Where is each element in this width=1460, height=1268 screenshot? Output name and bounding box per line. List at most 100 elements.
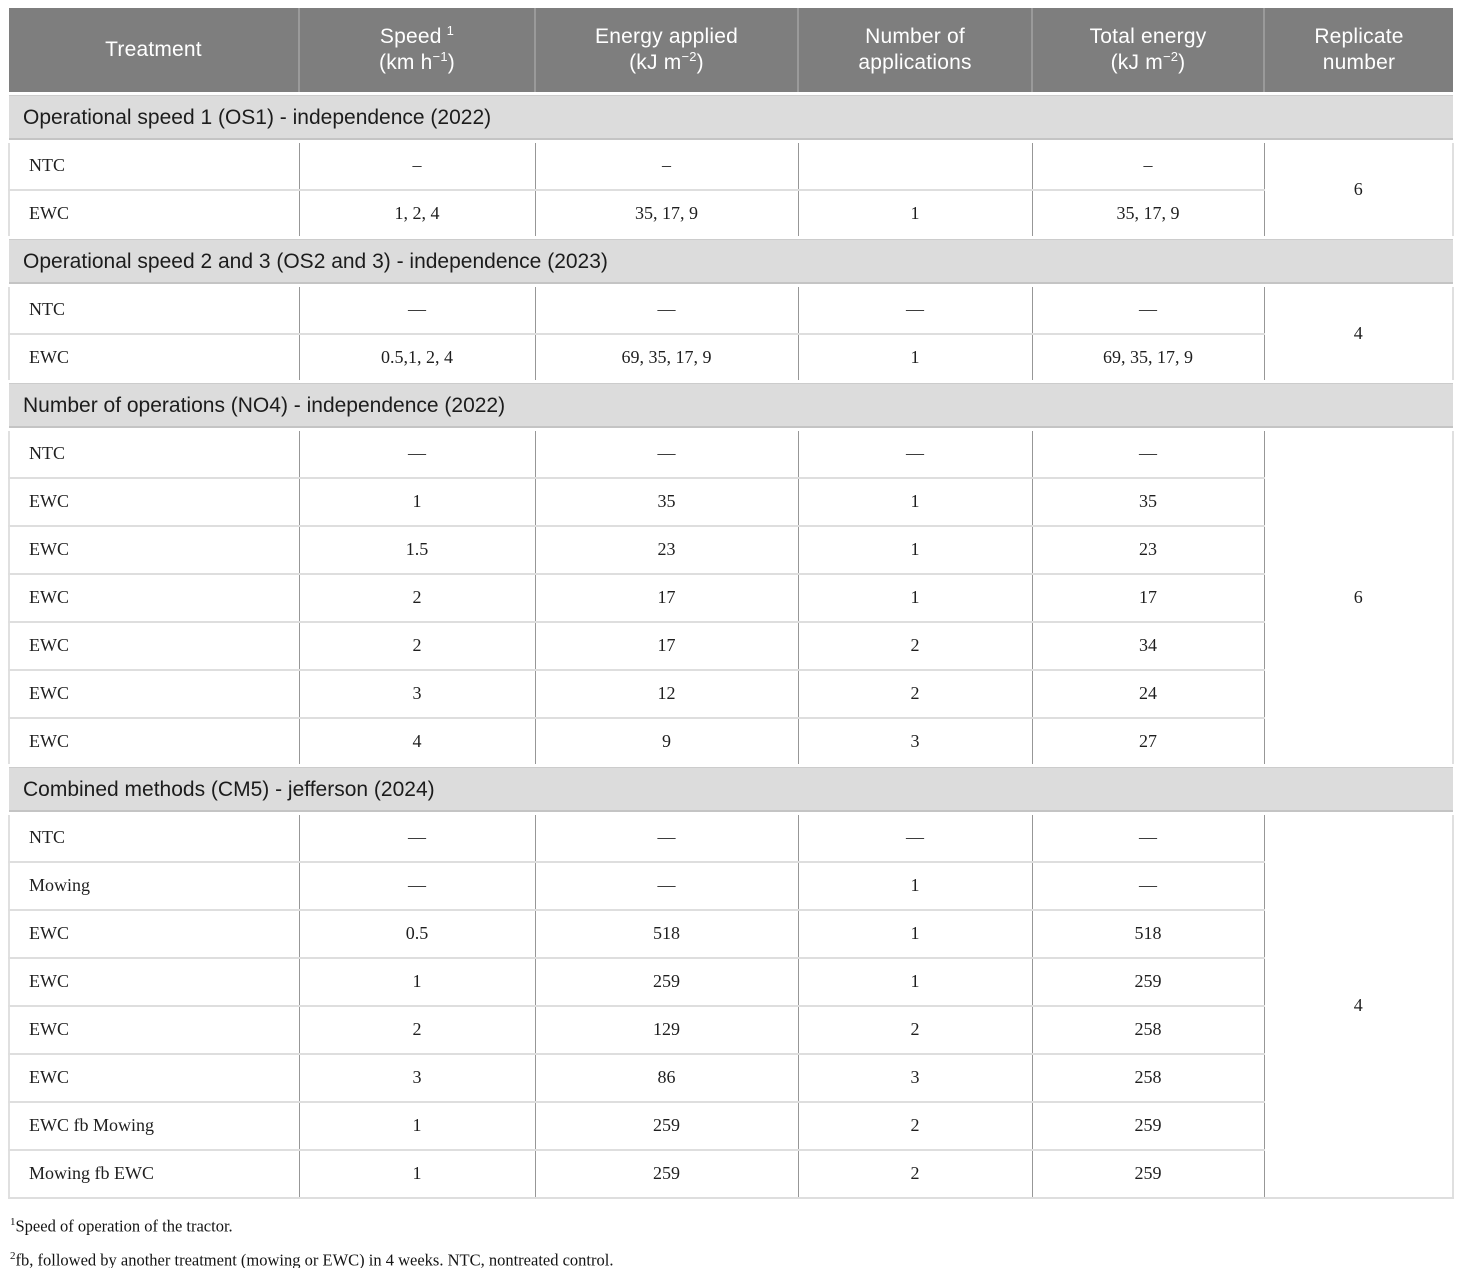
table-row: EWC 1 35 1 35	[8, 476, 1453, 527]
cell-speed: 1	[298, 1148, 535, 1199]
cell-total-energy: 259	[1031, 1148, 1264, 1199]
cell-total-energy: 34	[1031, 620, 1264, 671]
cell-total-energy: 259	[1031, 956, 1264, 1007]
cell-replicate: 4	[1263, 284, 1454, 383]
cell-applications: 1	[797, 524, 1032, 575]
cell-speed: —	[298, 812, 535, 863]
cell-applications: 3	[797, 1052, 1032, 1103]
table-row: EWC 2 17 2 34	[8, 620, 1453, 671]
cell-treatment: NTC	[8, 284, 299, 335]
treatments-table: Treatment Speed 1 (km h−1) Energy applied…	[8, 8, 1454, 1199]
cell-replicate: 6	[1263, 140, 1454, 239]
cell-treatment: EWC	[8, 188, 299, 239]
cell-speed: 1.5	[298, 524, 535, 575]
table-row: EWC 0.5,1, 2, 4 69, 35, 17, 9 1 69, 35, …	[8, 332, 1453, 383]
col-header-label: Speed	[379, 25, 442, 48]
cell-total-energy: 258	[1031, 1004, 1264, 1055]
footnote-2: 2fb, followed by another treatment (mowi…	[10, 1241, 1452, 1268]
table-row: EWC 1, 2, 4 35, 17, 9 1 35, 17, 9	[8, 188, 1453, 239]
cell-treatment: EWC	[8, 1004, 299, 1055]
cell-treatment: Mowing fb EWC	[8, 1148, 299, 1199]
cell-energy: –	[534, 140, 798, 191]
table-row: EWC 1.5 23 1 23	[8, 524, 1453, 575]
section-header-row: Number of operations (NO4) - independenc…	[9, 380, 1453, 431]
footnotes: 1Speed of operation of the tractor. 2fb,…	[8, 1207, 1452, 1268]
section-header-row: Operational speed 1 (OS1) - independence…	[9, 92, 1453, 143]
cell-applications: —	[797, 284, 1032, 335]
section-header-row: Operational speed 2 and 3 (OS2 and 3) - …	[9, 236, 1453, 287]
cell-treatment: NTC	[8, 140, 299, 191]
section-title: Operational speed 2 and 3 (OS2 and 3) - …	[9, 236, 1453, 287]
cell-total-energy: 69, 35, 17, 9	[1031, 332, 1264, 383]
col-header-unit: (kJ m	[629, 51, 682, 74]
cell-speed: 1	[298, 956, 535, 1007]
col-header-label-line2: number	[1322, 51, 1396, 74]
cell-speed: 3	[298, 668, 535, 719]
cell-treatment: EWC	[8, 476, 299, 527]
unit-exponent: −2	[681, 49, 697, 64]
cell-applications: 1	[797, 956, 1032, 1007]
cell-treatment: EWC	[8, 668, 299, 719]
footnote-1-text: Speed of operation of the tractor.	[15, 1216, 233, 1235]
cell-speed: 0.5	[298, 908, 535, 959]
cell-speed: —	[298, 284, 535, 335]
section-header-row: Combined methods (CM5) - jefferson (2024…	[9, 764, 1453, 815]
cell-treatment: EWC	[8, 620, 299, 671]
table-row: EWC 3 86 3 258	[8, 1052, 1453, 1103]
col-header-label: Treatment	[105, 38, 202, 61]
col-header-label: Replicate	[1314, 25, 1404, 48]
table-row: NTC — — — — 4	[8, 284, 1454, 383]
cell-speed: 3	[298, 1052, 535, 1103]
cell-energy: 518	[534, 908, 798, 959]
col-header-unit-close: )	[1178, 51, 1186, 74]
col-header-unit: (kJ m	[1110, 51, 1163, 74]
cell-energy: 17	[534, 620, 798, 671]
cell-energy: 259	[534, 956, 798, 1007]
col-header-unit-close: )	[696, 51, 704, 74]
cell-energy: 35	[534, 476, 798, 527]
cell-treatment: NTC	[8, 812, 299, 863]
cell-applications: 2	[797, 1004, 1032, 1055]
cell-applications: 1	[797, 188, 1032, 239]
cell-total-energy: —	[1031, 284, 1264, 335]
cell-treatment: EWC	[8, 908, 299, 959]
footnote-1-marker: 1	[10, 1215, 16, 1228]
col-header-applications: Number of applications	[797, 8, 1032, 94]
footnote-2-text: fb, followed by another treatment (mowin…	[15, 1250, 614, 1268]
col-header-treatment: Treatment	[9, 8, 299, 94]
cell-energy: —	[534, 428, 798, 479]
table-row: EWC 0.5 518 1 518	[8, 908, 1453, 959]
cell-speed: 0.5,1, 2, 4	[298, 332, 535, 383]
cell-energy: 86	[534, 1052, 798, 1103]
cell-energy: 35, 17, 9	[534, 188, 798, 239]
cell-speed: –	[298, 140, 535, 191]
cell-speed: 1	[298, 1100, 535, 1151]
cell-applications: 1	[797, 860, 1032, 911]
cell-applications: 2	[797, 1100, 1032, 1151]
cell-energy: 69, 35, 17, 9	[534, 332, 798, 383]
cell-speed: 2	[298, 572, 535, 623]
table-row: EWC 4 9 3 27	[8, 716, 1453, 767]
cell-energy: 259	[534, 1148, 798, 1199]
footnote-1: 1Speed of operation of the tractor.	[10, 1207, 1452, 1242]
col-header-label: Number of	[865, 25, 965, 48]
cell-speed: 2	[298, 1004, 535, 1055]
col-header-label: Energy applied	[595, 25, 738, 48]
col-header-speed: Speed 1 (km h−1)	[298, 8, 535, 94]
cell-treatment: EWC	[8, 332, 299, 383]
cell-total-energy: —	[1031, 428, 1264, 479]
col-header-replicate: Replicate number	[1263, 8, 1453, 94]
cell-total-energy: 23	[1031, 524, 1264, 575]
cell-total-energy: 258	[1031, 1052, 1264, 1103]
cell-applications	[797, 140, 1032, 191]
cell-energy: —	[534, 284, 798, 335]
footnote-2-marker: 2	[10, 1250, 16, 1262]
table-row: EWC 2 17 1 17	[8, 572, 1453, 623]
cell-treatment: EWC	[8, 716, 299, 767]
cell-replicate: 4	[1263, 812, 1454, 1199]
table-row: Mowing — — 1 —	[8, 860, 1453, 911]
cell-speed: —	[298, 860, 535, 911]
col-header-label-line2: applications	[858, 51, 972, 74]
unit-exponent: −2	[1162, 49, 1179, 64]
cell-applications: 3	[797, 716, 1032, 767]
